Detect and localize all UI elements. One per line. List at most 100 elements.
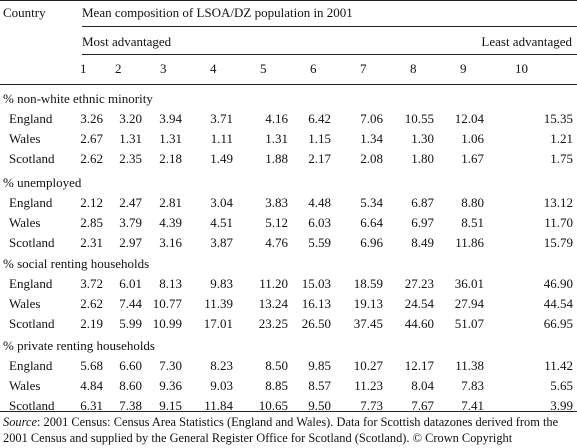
value-cell: 5.12 (265, 215, 288, 230)
value-cell: 46.90 (543, 276, 573, 291)
value-cell: 10.99 (152, 316, 182, 331)
value-cell: 5.59 (308, 235, 331, 250)
value-cell: 2.19 (80, 316, 103, 331)
value-cell: 1.21 (550, 131, 573, 146)
least-advantaged-label: Least advantaged (481, 34, 572, 49)
value-cell: 8.51 (461, 215, 484, 230)
value-cell: 12.17 (404, 358, 434, 373)
value-cell: 1.31 (159, 131, 182, 146)
value-cell: 1.34 (360, 131, 383, 146)
section-title: % unemployed (3, 175, 82, 190)
value-cell: 6.31 (80, 398, 103, 413)
value-cell: 3.20 (119, 111, 142, 126)
value-cell: 7.73 (360, 398, 383, 413)
value-cell: 11.42 (544, 358, 573, 373)
direction-underline (82, 54, 577, 55)
value-cell: 2.62 (80, 151, 103, 166)
value-cell: 7.41 (461, 398, 484, 413)
value-cell: 3.16 (159, 235, 182, 250)
value-cell: 3.04 (210, 195, 233, 210)
value-cell: 15.35 (543, 111, 573, 126)
value-cell: 4.16 (265, 111, 288, 126)
country-cell: Scotland (9, 235, 55, 250)
value-cell: 2.17 (308, 151, 331, 166)
value-cell: 2.81 (159, 195, 182, 210)
value-cell: 2.18 (159, 151, 182, 166)
table-row: England 5.68 6.60 7.30 8.23 8.50 9.85 10.27 12.1… (0, 358, 577, 373)
value-cell: 15.03 (301, 276, 331, 291)
value-cell: 1.15 (308, 131, 331, 146)
country-cell: Wales (9, 215, 41, 230)
value-cell: 8.50 (265, 358, 288, 373)
table-row: Wales 2.67 1.31 1.31 1.11 1.31 1.15 1.34 1.30 1.0… (0, 131, 577, 146)
section-title: % non-white ethnic minority (3, 91, 153, 106)
value-cell: 5.34 (360, 195, 383, 210)
value-cell: 5.65 (550, 378, 573, 393)
country-cell: England (9, 195, 53, 210)
country-header: Country (3, 5, 46, 20)
value-cell: 1.31 (119, 131, 142, 146)
header-bottom-rule (0, 84, 577, 85)
country-cell: Wales (9, 296, 41, 311)
value-cell: 9.50 (308, 398, 331, 413)
value-cell: 2.85 (80, 215, 103, 230)
value-cell: 8.57 (308, 378, 331, 393)
table-row: Wales 4.84 8.60 9.36 9.03 8.85 8.57 11.23 8.04 7.… (0, 378, 577, 393)
value-cell: 13.12 (543, 195, 573, 210)
value-cell: 51.07 (454, 316, 484, 331)
group-underline (82, 26, 577, 27)
group-title: Mean composition of LSOA/DZ population i… (82, 5, 353, 20)
value-cell: 16.13 (301, 296, 331, 311)
value-cell: 19.13 (353, 296, 383, 311)
value-cell: 11.70 (544, 215, 573, 230)
value-cell: 7.83 (461, 378, 484, 393)
value-cell: 1.11 (210, 131, 233, 146)
value-cell: 37.45 (353, 316, 383, 331)
source-label: Source (3, 415, 37, 429)
country-cell: England (9, 276, 53, 291)
column-header-10: 10 (515, 61, 528, 76)
value-cell: 3.87 (210, 235, 233, 250)
value-cell: 26.50 (301, 316, 331, 331)
value-cell: 8.80 (461, 195, 484, 210)
value-cell: 6.97 (411, 215, 434, 230)
value-cell: 1.75 (550, 151, 573, 166)
table-row: Wales 2.85 3.79 4.39 4.51 5.12 6.03 6.64 6.97 8.5… (0, 215, 577, 230)
value-cell: 4.48 (308, 195, 331, 210)
value-cell: 3.72 (80, 276, 103, 291)
value-cell: 9.83 (210, 276, 233, 291)
table-row: England 3.26 3.20 3.94 3.71 4.16 6.42 7.06 10.55… (0, 111, 577, 126)
section-title: % private renting households (3, 338, 155, 353)
value-cell: 5.99 (119, 316, 142, 331)
section-title: % social renting households (3, 256, 150, 271)
country-cell: Wales (9, 378, 41, 393)
value-cell: 3.94 (159, 111, 182, 126)
country-cell: Scotland (9, 398, 55, 413)
value-cell: 4.39 (159, 215, 182, 230)
table-row: Wales 2.62 7.44 10.77 11.39 13.24 16.13 19.13 24… (0, 296, 577, 311)
value-cell: 4.51 (210, 215, 233, 230)
value-cell: 6.42 (308, 111, 331, 126)
value-cell: 2.62 (80, 296, 103, 311)
column-header-5: 5 (260, 61, 267, 76)
table-row: Scotland 2.62 2.35 2.18 1.49 1.88 2.17 2.08 1.80… (0, 151, 577, 166)
column-header-4: 4 (210, 61, 217, 76)
value-cell: 8.60 (119, 378, 142, 393)
value-cell: 11.38 (455, 358, 484, 373)
value-cell: 12.04 (454, 111, 484, 126)
column-header-6: 6 (310, 61, 317, 76)
value-cell: 6.87 (411, 195, 434, 210)
country-cell: Scotland (9, 151, 55, 166)
value-cell: 36.01 (454, 276, 484, 291)
table-row: England 2.12 2.47 2.81 3.04 3.83 4.48 5.34 6.87 8… (0, 195, 577, 210)
value-cell: 15.79 (543, 235, 573, 250)
value-cell: 7.06 (360, 111, 383, 126)
value-cell: 7.30 (159, 358, 182, 373)
value-cell: 3.26 (80, 111, 103, 126)
value-cell: 8.04 (411, 378, 434, 393)
value-cell: 2.67 (80, 131, 103, 146)
value-cell: 7.44 (119, 296, 142, 311)
value-cell: 11.86 (455, 235, 484, 250)
value-cell: 6.96 (360, 235, 383, 250)
value-cell: 7.67 (411, 398, 434, 413)
